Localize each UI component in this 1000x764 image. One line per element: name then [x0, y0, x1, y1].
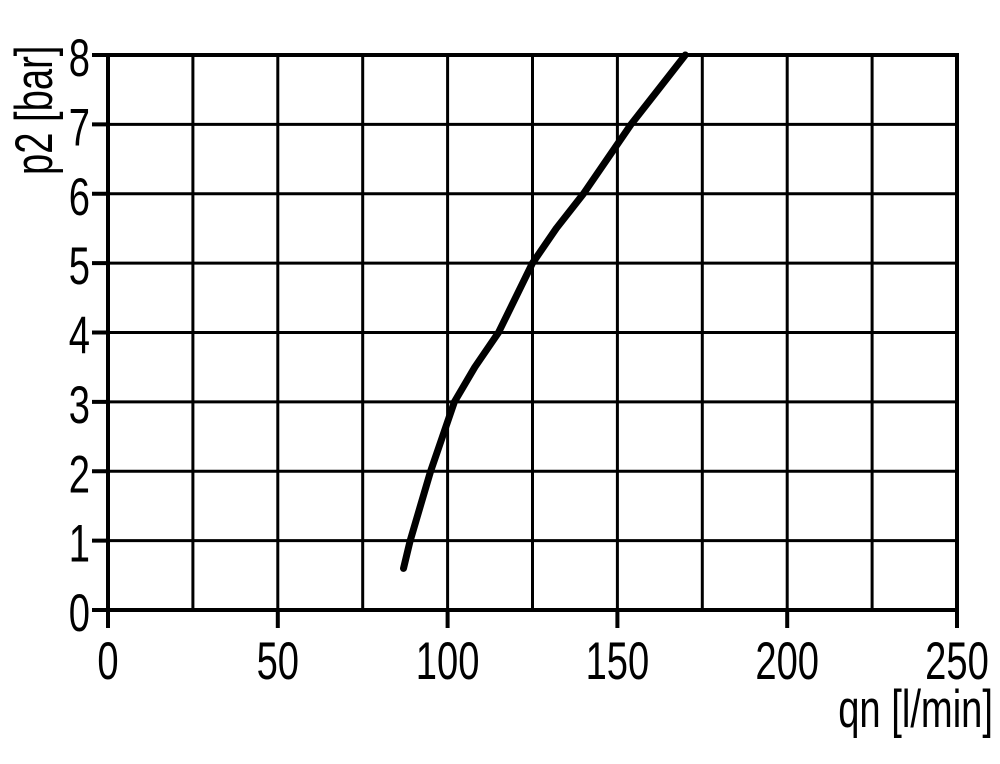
x-tick-label: 100 — [416, 631, 480, 691]
x-tick-label: 250 — [925, 631, 989, 691]
x-tick-label: 0 — [97, 631, 118, 691]
y-tick-label: 1 — [69, 513, 90, 573]
y-axis-label: p2 [bar] — [4, 46, 64, 175]
y-tick-label: 2 — [69, 444, 90, 504]
y-tick-label: 0 — [69, 583, 90, 643]
tick-layer — [92, 53, 959, 628]
x-tick-label: 200 — [755, 631, 819, 691]
x-axis-label: qn [l/min] — [838, 679, 993, 739]
y-tick-label: 6 — [69, 167, 90, 227]
y-tick-label: 5 — [69, 236, 90, 296]
grid-layer — [108, 55, 957, 610]
x-tick-label: 50 — [257, 631, 299, 691]
y-tick-label: 8 — [69, 28, 90, 88]
y-tick-label: 4 — [69, 305, 90, 365]
y-tick-label: 7 — [69, 97, 90, 157]
y-tick-label: 3 — [69, 375, 90, 435]
flow-curve — [400, 51, 689, 572]
x-tick-label: 150 — [586, 631, 650, 691]
